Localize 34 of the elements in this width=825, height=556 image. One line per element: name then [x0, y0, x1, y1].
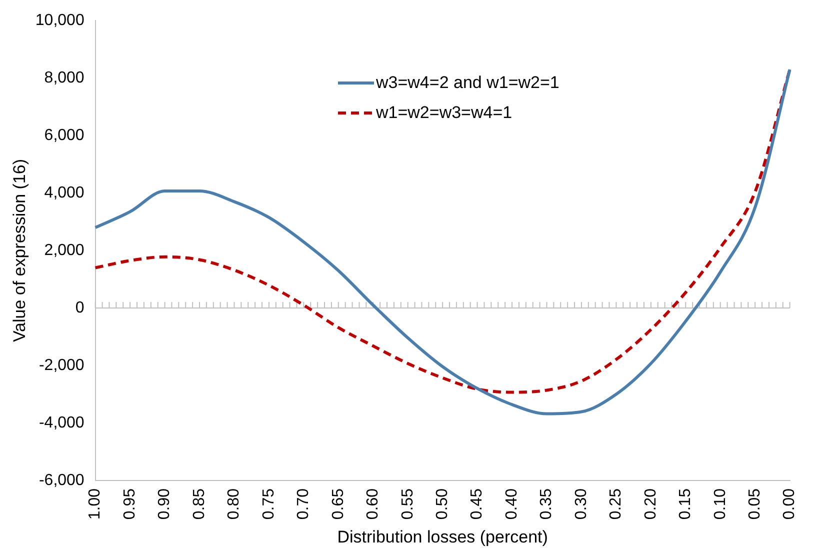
x-tick-label: 0.30: [572, 488, 590, 520]
x-tick-label: 0.75: [260, 488, 278, 520]
y-tick-label: 2,000: [44, 242, 84, 259]
x-tick-label: 0.40: [503, 488, 520, 520]
x-tick-label: 0.35: [538, 488, 556, 520]
x-tick-label: 0.70: [295, 488, 312, 520]
x-tick-label: 0.60: [364, 488, 382, 520]
x-tick-label: 0.50: [434, 488, 451, 520]
x-tick-label: 0.25: [608, 488, 625, 520]
x-tick-label: 0.45: [468, 488, 486, 520]
y-axis-title: Value of expression (16): [10, 159, 29, 342]
legend-label: w1=w2=w3=w4=1: [376, 102, 512, 124]
y-tick-label: 10,000: [35, 12, 84, 30]
x-tick-label: 0.20: [642, 488, 660, 520]
x-tick-label: 0.55: [399, 488, 416, 520]
y-tick-label: 8,000: [44, 69, 84, 86]
legend-label: w3=w4=2 and w1=w2=1: [376, 72, 560, 94]
x-tick-label: 0.10: [712, 488, 729, 520]
x-tick-label: 0.00: [781, 488, 798, 520]
x-tick-label: 0.85: [190, 488, 208, 520]
x-tick-label: 0.05: [746, 488, 764, 520]
y-tick-label: 6,000: [44, 126, 84, 144]
x-tick-label: 0.65: [330, 488, 347, 520]
x-axis-title: Distribution losses (percent): [337, 527, 548, 546]
x-tick-label: 1.00: [86, 488, 104, 520]
x-tick-label: 0.95: [121, 488, 138, 520]
y-tick-label: -2,000: [38, 356, 84, 374]
y-tick-label: -4,000: [38, 414, 84, 432]
x-tick-label: 0.15: [677, 488, 694, 520]
y-tick-label: 0: [75, 299, 84, 316]
x-tick-label: 0.90: [156, 488, 174, 520]
y-tick-label: 4,000: [44, 184, 84, 202]
y-tick-label: -6,000: [38, 472, 84, 489]
x-tick-label: 0.80: [226, 488, 243, 520]
